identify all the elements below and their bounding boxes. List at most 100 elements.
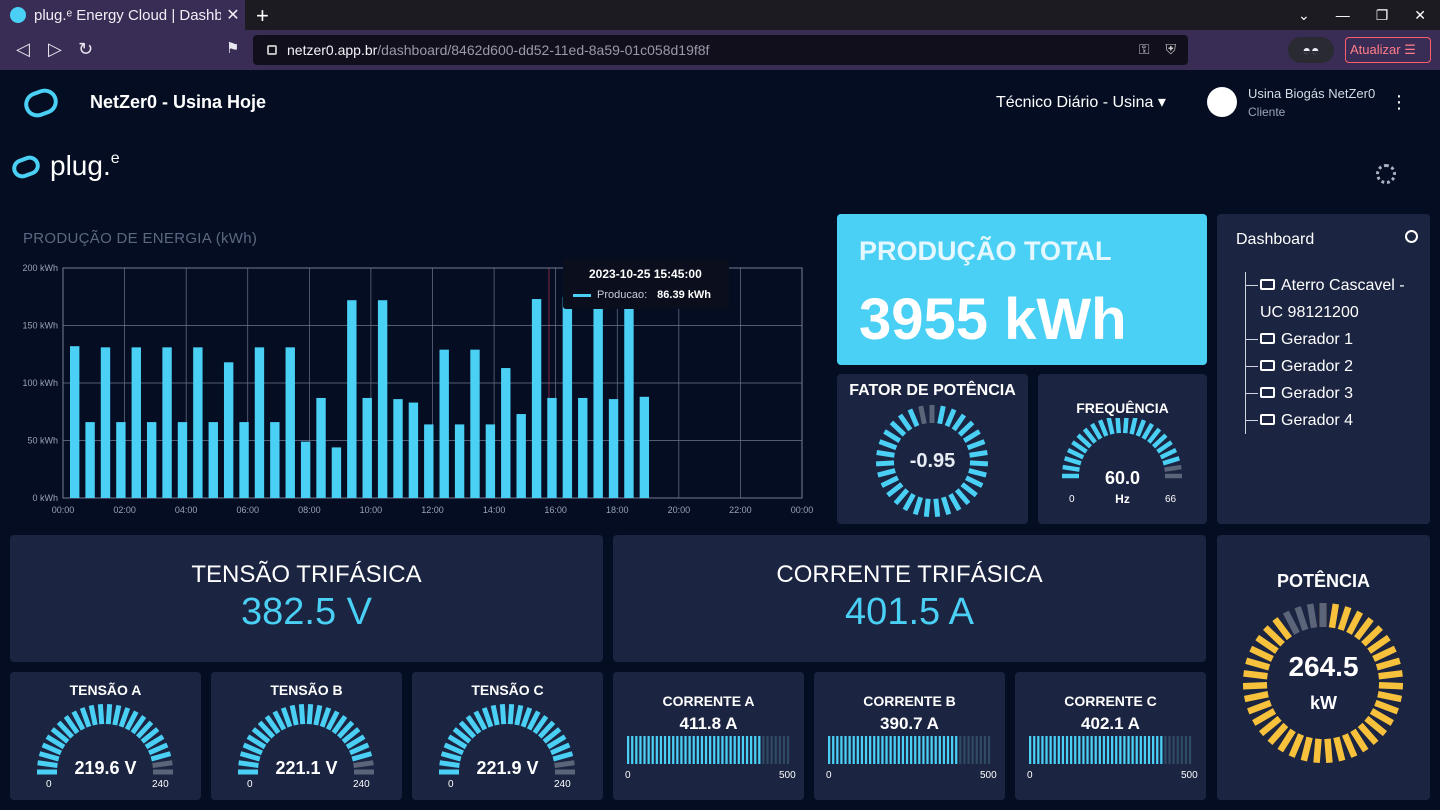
chart-bar[interactable] — [100, 347, 111, 498]
minimize-icon[interactable]: — — [1335, 7, 1350, 23]
chart-bar[interactable] — [501, 368, 511, 498]
chart-bar[interactable] — [300, 441, 311, 498]
gauge-tick — [1141, 422, 1154, 440]
chart-bar[interactable] — [578, 397, 588, 498]
chart-bar[interactable] — [162, 347, 172, 498]
bar-gauge-segment — [1176, 736, 1179, 764]
extension-glasses-icon[interactable]: ◓◓ — [1288, 37, 1334, 63]
new-tab-button[interactable]: + — [256, 3, 269, 28]
chart-bar[interactable] — [624, 300, 634, 498]
chart-bar[interactable] — [424, 424, 434, 498]
reload-icon[interactable]: ↻ — [78, 39, 94, 59]
chart-bar[interactable] — [608, 399, 619, 498]
chart-bar[interactable] — [362, 397, 372, 498]
chart-bar[interactable] — [377, 300, 388, 498]
tree-item[interactable]: Aterro Cascavel - UC 98121200 — [1246, 272, 1410, 326]
bar-gauge-segment — [852, 736, 855, 764]
chart-bar[interactable] — [131, 347, 141, 498]
search-icon[interactable] — [1405, 230, 1418, 243]
bar-gauge-segment — [737, 736, 740, 764]
gauge-tick — [1294, 606, 1309, 631]
avatar[interactable] — [1207, 87, 1237, 117]
theme-toggle-icon[interactable] — [1376, 164, 1396, 184]
gauge-tick — [440, 751, 462, 762]
back-icon[interactable]: ◁ — [16, 39, 30, 59]
dashboard-selector[interactable]: Técnico Diário - Usina ▾ — [996, 92, 1166, 112]
chart-bar[interactable] — [193, 347, 203, 498]
chart-bar[interactable] — [639, 396, 650, 498]
gauge-tick — [1258, 715, 1282, 737]
close-window-icon[interactable]: ✕ — [1414, 6, 1426, 23]
chart-bar[interactable] — [408, 402, 419, 498]
chart-bar[interactable] — [70, 346, 80, 498]
more-options-icon[interactable]: ⋮ — [1390, 92, 1408, 112]
producao-total-value: 3955 kWh — [859, 287, 1127, 352]
chart-bar[interactable] — [270, 422, 280, 498]
gauge-tick — [526, 710, 541, 731]
chart-bar[interactable] — [439, 349, 449, 498]
chart-bar[interactable] — [254, 347, 265, 498]
tree-item[interactable]: Gerador 3 — [1246, 380, 1410, 407]
chart-bar[interactable] — [562, 296, 573, 498]
bar-gauge-segment — [1045, 736, 1048, 764]
gauge-tick — [473, 710, 488, 731]
bar-gauge-segment — [1090, 736, 1093, 764]
forward-icon[interactable]: ▷ — [48, 39, 62, 59]
lock-icon — [267, 45, 277, 55]
device-icon — [1260, 387, 1275, 398]
chart-bar[interactable] — [593, 297, 603, 498]
chart-bar[interactable] — [316, 397, 326, 498]
bar-gauge-segment — [860, 736, 864, 764]
chart-bar[interactable] — [146, 422, 157, 498]
update-button[interactable]: Atualizar ☰ — [1345, 37, 1431, 63]
close-tab-icon[interactable]: ✕ — [226, 7, 240, 24]
gauge-tick — [88, 704, 98, 726]
gauge-tick — [1372, 645, 1397, 662]
url-bar[interactable]: netzer0.app.br/dashboard/8462d600-dd52-1… — [253, 35, 1188, 65]
chart-bar[interactable] — [177, 422, 188, 498]
bar-gauge-segment — [733, 736, 736, 764]
chart-bar[interactable] — [239, 422, 249, 498]
gauge-tick — [1164, 464, 1182, 472]
restore-icon[interactable]: ❐ — [1375, 6, 1389, 23]
bookmark-icon[interactable]: ⚑ — [226, 40, 240, 57]
chart-bar[interactable] — [470, 349, 480, 498]
gauge-tick — [37, 760, 58, 768]
gauge-tick — [876, 450, 895, 458]
chart-bar[interactable] — [208, 422, 218, 498]
gauge-tick — [514, 704, 524, 726]
chart-bar[interactable] — [485, 424, 496, 498]
gauge-tick — [130, 715, 147, 735]
shield-icon[interactable]: ⛨ — [1165, 41, 1177, 57]
chart-bar[interactable] — [531, 299, 542, 498]
chart-bar[interactable] — [116, 422, 126, 498]
bar-gauge-segment — [1029, 736, 1032, 764]
chart-bar[interactable] — [85, 422, 95, 498]
tooltip-time: 2023-10-25 15:45:00 — [589, 267, 702, 281]
chart-bar[interactable] — [331, 447, 342, 498]
gauge-tick — [458, 720, 477, 739]
key-icon[interactable]: ⚿ — [1138, 41, 1150, 57]
bar-gauge-segment — [889, 736, 892, 764]
gauge-tick — [1151, 433, 1168, 449]
browser-tab[interactable]: plug.ᵉ Energy Cloud | Dashb ✕ — [0, 0, 245, 30]
chart-bar[interactable] — [516, 414, 526, 498]
tree-item[interactable]: Gerador 2 — [1246, 353, 1410, 380]
chart-bar[interactable] — [547, 397, 557, 498]
chart-bar[interactable] — [454, 424, 465, 498]
plug-logo-icon[interactable] — [20, 84, 62, 122]
tree-item[interactable]: Gerador 4 — [1246, 407, 1410, 434]
chevron-down-icon[interactable]: ⌄ — [1297, 6, 1310, 23]
chart-bar[interactable] — [347, 300, 357, 498]
tree-item[interactable]: Gerador 1 — [1246, 326, 1410, 353]
gauge-tick — [1156, 440, 1173, 454]
corrente-max: 500 — [980, 770, 997, 781]
chart-bar[interactable] — [223, 362, 234, 498]
corrente-min: 0 — [625, 770, 631, 781]
bar-gauge-segment — [1115, 736, 1118, 764]
bar-gauge-segment — [869, 736, 872, 764]
tensao-card: TENSÃO C 221.9 V 0 240 — [412, 672, 603, 800]
chart-bar[interactable] — [393, 399, 403, 498]
chart-bar[interactable] — [285, 347, 295, 498]
gauge-tick — [351, 751, 373, 762]
